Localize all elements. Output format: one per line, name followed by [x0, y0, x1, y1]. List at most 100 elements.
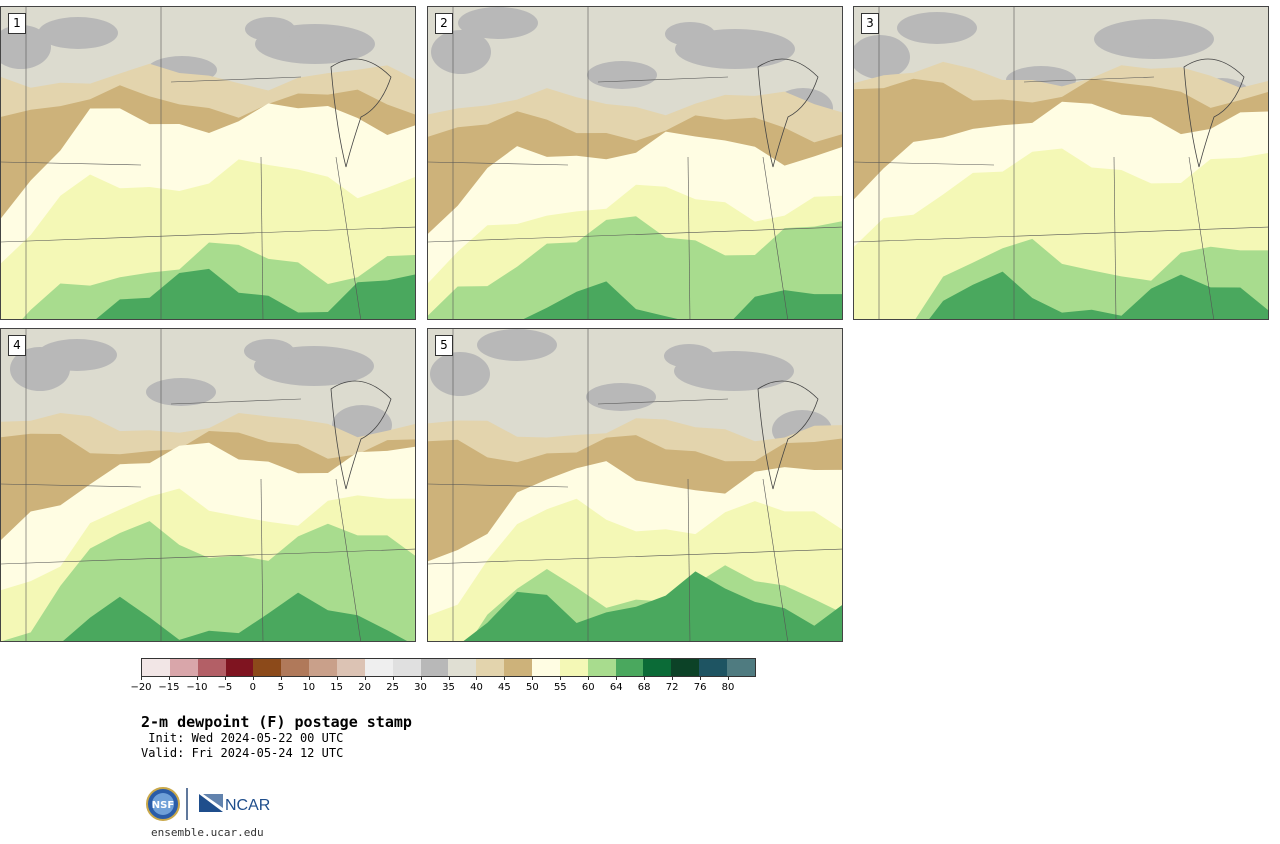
colorbar-tick-label: 80 — [721, 682, 735, 693]
colorbar-tick-mark — [168, 676, 170, 680]
colorbar-tick-mark — [616, 676, 618, 680]
colorbar-tick-label: −10 — [186, 682, 208, 693]
nsf-ncar-logo: NSF NCAR — [145, 786, 275, 822]
dewpoint-band — [428, 216, 842, 319]
colorbar-tick-label: 45 — [498, 682, 511, 693]
dry-area-shape — [38, 17, 118, 49]
state-border — [854, 226, 1268, 243]
dry-area-shape — [37, 339, 117, 371]
dry-area-shape — [587, 61, 657, 89]
colorbar-tick-label: 72 — [665, 682, 679, 693]
dry-area-shape — [146, 378, 216, 406]
state-border — [854, 161, 995, 166]
colorbar-swatch — [309, 659, 338, 676]
colorbar-swatch — [587, 659, 616, 676]
colorbar-swatch — [169, 659, 198, 676]
colorbar-tick-mark — [476, 676, 478, 680]
colorbar-tick-label: 0 — [249, 682, 256, 693]
colorbar-swatch — [671, 659, 700, 676]
map-panel-2: 2 — [427, 6, 843, 320]
colorbar-tick-label: 76 — [693, 682, 707, 693]
colorbar-tick-label: −15 — [158, 682, 180, 693]
colorbar-tick-mark — [532, 676, 534, 680]
great-lakes-outline — [330, 58, 392, 168]
colorbar-swatch — [476, 659, 505, 676]
colorbar-tick-mark — [280, 676, 282, 680]
state-border — [335, 156, 361, 319]
dewpoint-band — [96, 268, 415, 319]
dry-area-shape — [244, 339, 294, 363]
colorbar-tick-mark — [336, 676, 338, 680]
colorbar-swatch — [392, 659, 421, 676]
state-border — [428, 226, 842, 243]
colorbar-tick-mark — [252, 676, 254, 680]
colorbar-swatch — [727, 659, 755, 676]
panel-number-label: 3 — [861, 13, 879, 34]
colorbar-swatch — [615, 659, 644, 676]
colorbar-tick-label: 5 — [277, 682, 284, 693]
colorbar-swatch — [281, 659, 310, 676]
panel-number-label: 4 — [8, 335, 26, 356]
colorbar-swatch — [559, 659, 588, 676]
colorbar-tick-mark — [728, 676, 730, 680]
init-time: Init: Wed 2024-05-22 00 UTC — [141, 731, 344, 745]
colorbar-swatch — [448, 659, 477, 676]
great-lakes-outline — [757, 380, 819, 490]
colorbar-tick-mark — [644, 676, 646, 680]
colorbar-tick-label: 68 — [637, 682, 651, 693]
colorbar-tick-mark — [364, 676, 366, 680]
panel-number-label: 5 — [435, 335, 453, 356]
dry-area-shape — [477, 329, 557, 361]
state-border — [260, 156, 264, 319]
colorbar-tick-mark — [224, 676, 226, 680]
panel-number-label: 1 — [8, 13, 26, 34]
colorbar-tick-label: 20 — [358, 682, 371, 693]
state-border — [597, 76, 729, 83]
state-border — [170, 76, 302, 83]
dry-area-shape — [897, 12, 977, 44]
dry-area-shape — [430, 352, 490, 396]
colorbar-tick-label: −5 — [217, 682, 233, 693]
nsf-logo-text: NSF — [152, 800, 174, 811]
colorbar-tick-label: 25 — [386, 682, 399, 693]
state-border — [335, 478, 361, 641]
colorbar-tick-mark — [560, 676, 562, 680]
map-panel-5: 5 — [427, 328, 843, 642]
colorbar-tick-label: 64 — [609, 682, 623, 693]
colorbar-tick-label: 10 — [302, 682, 316, 693]
colorbar-swatch — [337, 659, 365, 676]
colorbar-tick-mark — [420, 676, 422, 680]
colorbar-swatch — [643, 659, 672, 676]
state-border — [1188, 156, 1214, 319]
dry-area-shape — [431, 30, 491, 74]
state-border — [762, 156, 788, 319]
colorbar-tick-label: 60 — [581, 682, 595, 693]
colorbar-swatch — [142, 659, 170, 676]
great-lakes-outline — [330, 380, 392, 490]
map-panel-4: 4 — [0, 328, 416, 642]
state-border — [428, 548, 842, 565]
colorbar-tick-mark — [672, 676, 674, 680]
colorbar-tick-label: 35 — [442, 682, 455, 693]
colorbar-tick-mark — [392, 676, 394, 680]
colorbar-tick-mark — [504, 676, 506, 680]
state-border — [260, 478, 264, 641]
dewpoint-band — [63, 592, 408, 641]
colorbar-tick-label: 40 — [470, 682, 483, 693]
colorbar-tick-mark — [700, 676, 702, 680]
state-border — [687, 156, 691, 319]
ncar-logo-text: NCAR — [225, 797, 270, 814]
state-border — [428, 161, 569, 166]
colorbar-swatch — [532, 659, 560, 676]
state-border — [1, 161, 142, 166]
dry-area-shape — [854, 35, 910, 79]
ensemble-url[interactable]: ensemble.ucar.edu — [151, 826, 264, 839]
panel-number-label: 2 — [435, 13, 453, 34]
dry-area-shape — [664, 344, 714, 368]
state-border — [170, 398, 302, 405]
colorbar-swatch — [197, 659, 226, 676]
map-panel-1: 1 — [0, 6, 416, 320]
state-border — [428, 483, 569, 488]
dewpoint-band — [523, 281, 842, 319]
dry-area-shape — [458, 7, 538, 39]
